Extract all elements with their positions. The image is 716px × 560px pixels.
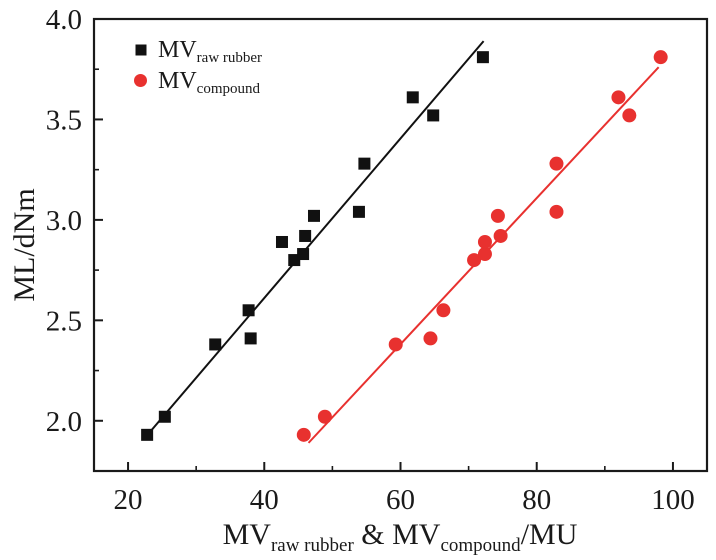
legend-label-main: MV xyxy=(158,37,197,63)
axis-ticks: 20 40 60 80 100 2.0 2.5 3.0 3.5 4.0 xyxy=(46,4,695,516)
data-point-compound xyxy=(653,50,668,65)
data-point-compound xyxy=(493,228,508,243)
data-point-raw-rubber xyxy=(299,229,312,242)
data-point-compound xyxy=(423,331,438,346)
data-point-raw-rubber xyxy=(141,428,154,441)
data-point-raw-rubber xyxy=(476,51,489,64)
legend-label-sub: compound xyxy=(197,81,261,97)
data-point-compound xyxy=(611,90,626,105)
fit-line-raw-rubber xyxy=(145,40,485,438)
y-tick-label: 2.5 xyxy=(46,305,82,337)
data-point-compound xyxy=(296,427,311,442)
svg-text:MVraw rubber: MVraw rubber xyxy=(158,37,262,66)
y-axis-title: ML/dNm xyxy=(8,188,41,301)
x-axis-title-sub2: compound xyxy=(440,535,521,556)
x-tick-label: 40 xyxy=(250,484,279,516)
data-point-compound xyxy=(317,409,332,424)
data-point-compound xyxy=(622,108,637,123)
data-point-raw-rubber xyxy=(406,91,419,104)
legend-label-main: MV xyxy=(158,68,197,94)
fit-lines xyxy=(145,40,660,444)
legend-item-raw-rubber: MVraw rubber xyxy=(135,37,262,66)
x-tick-label: 20 xyxy=(114,484,143,516)
x-tick-label: 100 xyxy=(651,484,695,516)
data-point-compound xyxy=(549,156,564,171)
legend: MVraw rubber MVcompound xyxy=(134,37,262,97)
y-tick-label: 4.0 xyxy=(46,4,82,36)
data-point-raw-rubber xyxy=(352,205,365,218)
data-point-compound xyxy=(490,208,505,223)
legend-item-compound: MVcompound xyxy=(134,68,260,97)
data-point-raw-rubber xyxy=(275,235,288,248)
y-tick-label: 2.0 xyxy=(46,406,82,438)
data-point-raw-rubber xyxy=(209,338,222,351)
data-point-compound xyxy=(477,234,492,249)
x-axis-title-mid: & MV xyxy=(354,518,441,551)
y-tick-label: 3.0 xyxy=(46,205,82,237)
data-point-compound xyxy=(388,337,403,352)
legend-label-sub: raw rubber xyxy=(197,50,262,66)
data-point-raw-rubber xyxy=(244,332,257,345)
data-point-compound xyxy=(467,253,482,268)
x-axis-title-tail: /MU xyxy=(521,518,578,551)
data-point-raw-rubber xyxy=(242,304,255,317)
data-point-raw-rubber xyxy=(288,254,301,267)
data-point-compound xyxy=(549,204,564,219)
data-point-raw-rubber xyxy=(427,109,440,122)
x-axis-title: MVraw rubber & MVcompound/MU xyxy=(223,518,578,556)
data-point-raw-rubber xyxy=(297,248,310,261)
legend-marker-circle xyxy=(134,74,147,87)
data-point-compound xyxy=(436,303,451,318)
data-point-raw-rubber xyxy=(158,410,171,423)
x-axis-title-main: MV xyxy=(223,518,272,551)
y-tick-label: 3.5 xyxy=(46,104,82,136)
svg-text:MVcompound: MVcompound xyxy=(158,68,260,97)
data-point-raw-rubber xyxy=(358,157,371,170)
legend-marker-square xyxy=(135,44,147,56)
x-tick-label: 60 xyxy=(386,484,415,516)
x-tick-label: 80 xyxy=(522,484,551,516)
data-points xyxy=(141,50,668,442)
x-axis-title-sub1: raw rubber xyxy=(271,535,354,556)
data-point-compound xyxy=(477,247,492,262)
data-point-raw-rubber xyxy=(307,209,320,222)
